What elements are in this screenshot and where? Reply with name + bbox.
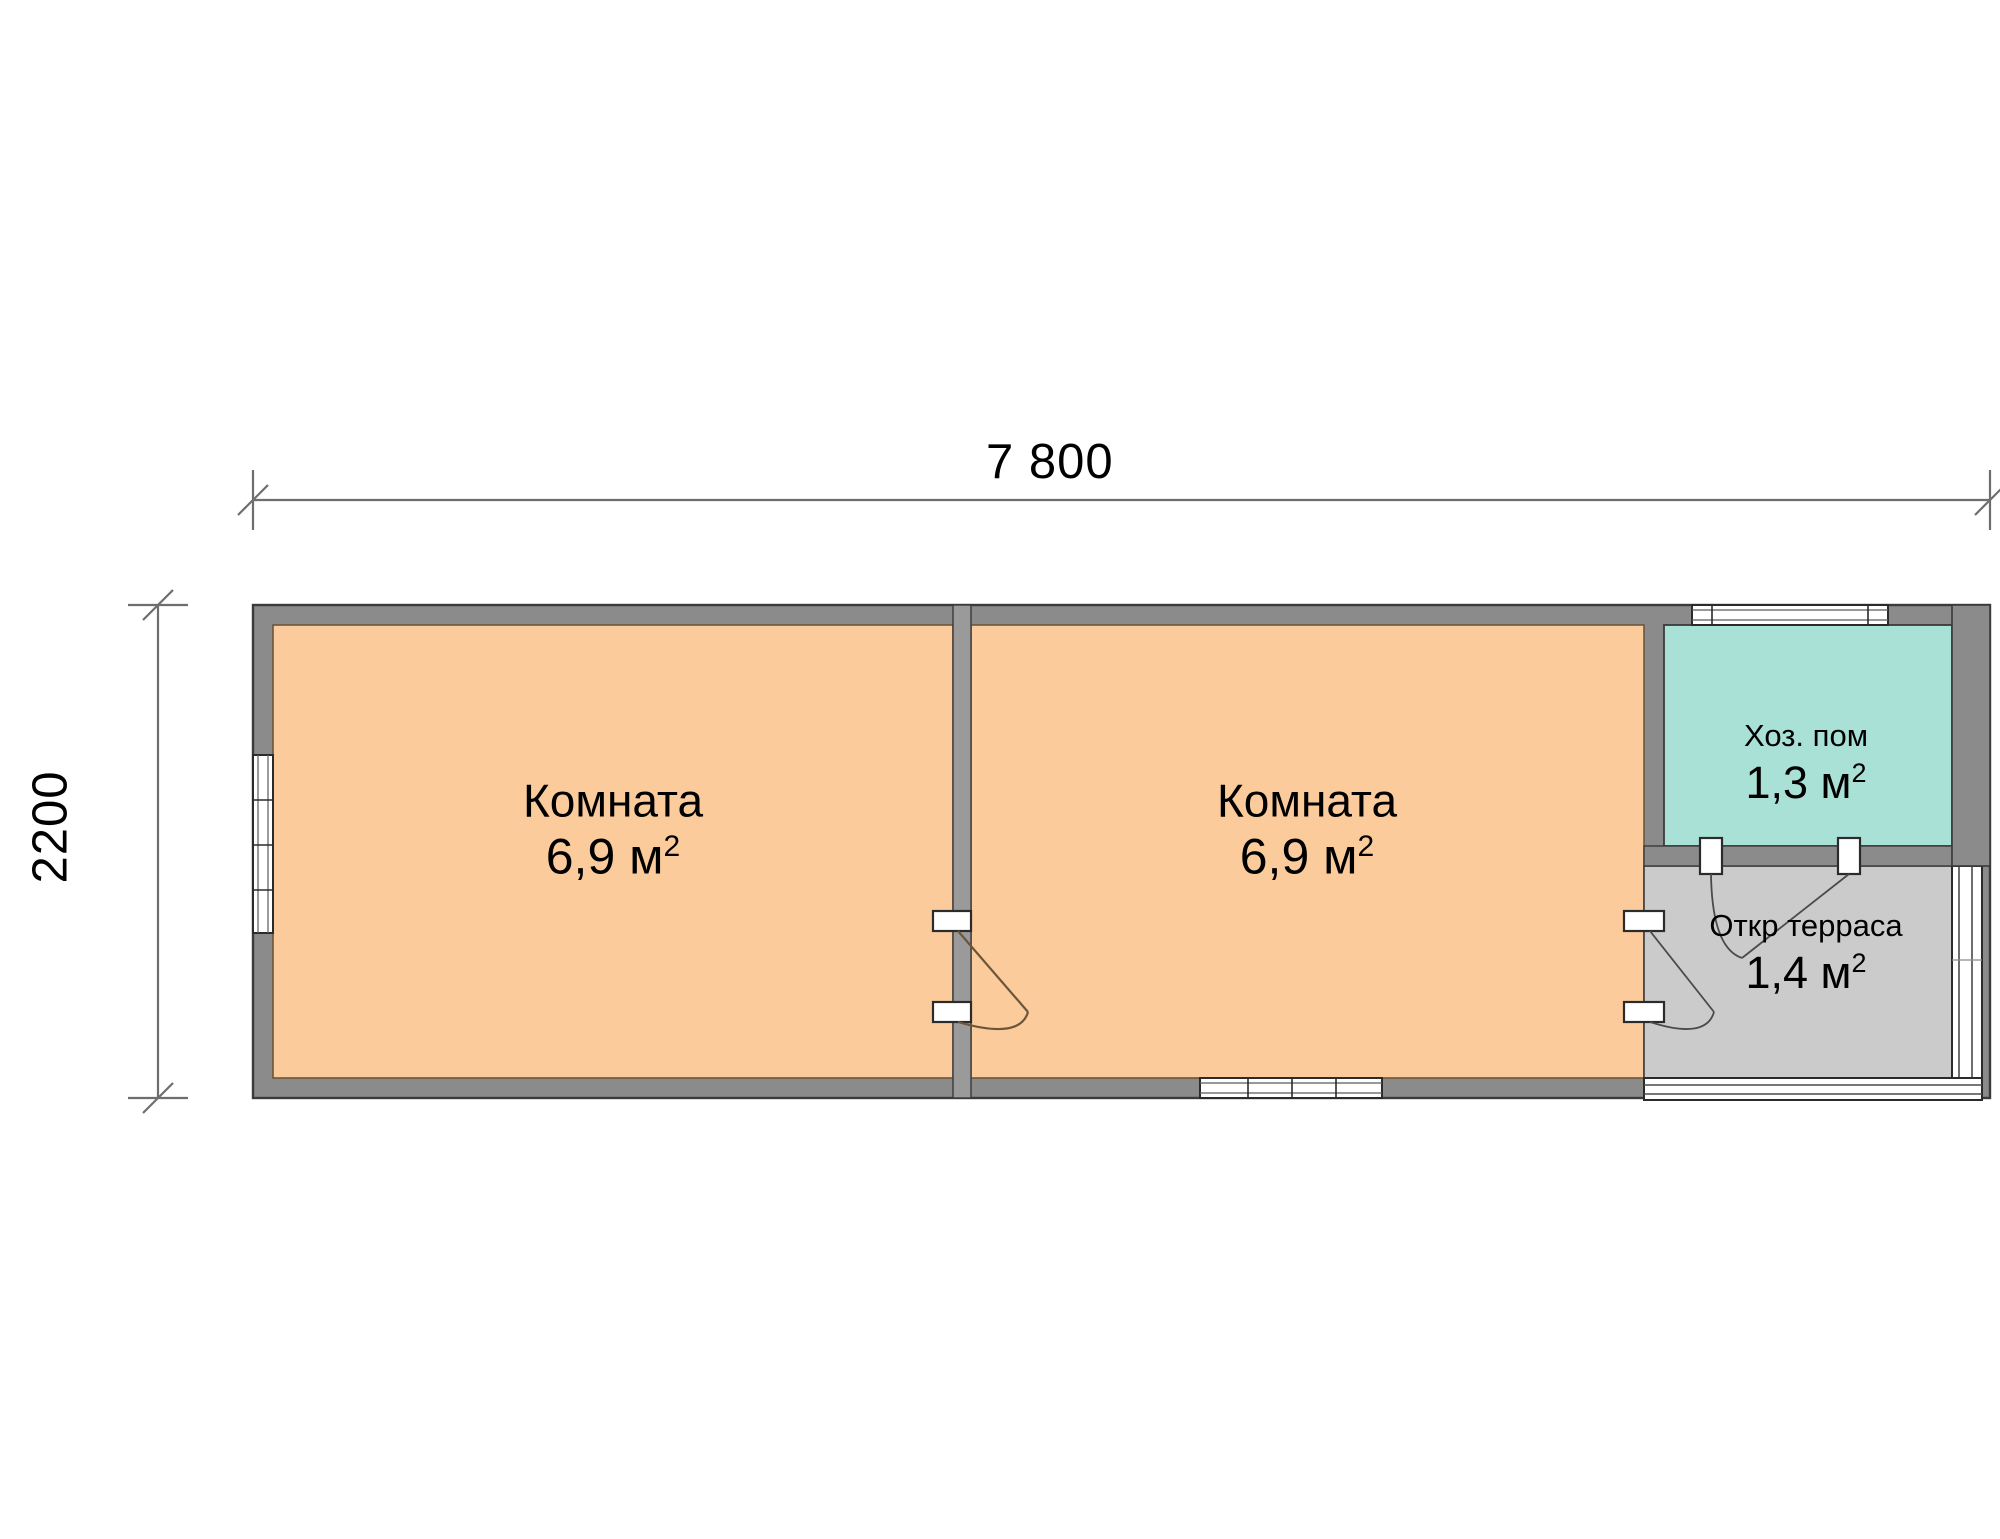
room-name: Комната	[1216, 774, 1398, 827]
dimension-left-label: 2200	[23, 770, 78, 884]
room-area-value: 1,4	[1745, 946, 1809, 998]
room-area: 6,9 м2	[1217, 831, 1397, 884]
terrace-railing-bottom	[1643, 1077, 1983, 1101]
utility-right-wall	[1951, 604, 1991, 867]
room-area: 1,3 м2	[1744, 759, 1868, 806]
window-bottom-wall	[1199, 1077, 1383, 1099]
room-area-unit: м	[1820, 756, 1852, 808]
room-label-terrace: Откр терраса 1,4 м2	[1709, 910, 1902, 996]
room-area-unit: м	[1323, 828, 1358, 885]
room-label-room-left: Комната 6,9 м2	[522, 774, 704, 884]
room-area-exponent: 2	[1357, 830, 1375, 864]
room-area-exponent: 2	[663, 830, 681, 864]
room-name: Комната	[522, 774, 704, 827]
dimension-top-label: 7 800	[986, 435, 1114, 489]
door-between-rooms	[931, 909, 1030, 1031]
room-area-value: 6,9	[545, 828, 616, 885]
room-area: 1,4 м2	[1709, 949, 1902, 996]
utility-fill	[1663, 624, 1953, 847]
room-area-unit: м	[629, 828, 664, 885]
room-area-value: 1,3	[1745, 756, 1809, 808]
door-utility-to-terrace	[1698, 836, 1862, 959]
dimension-left	[128, 589, 188, 1114]
room-right-fill	[970, 624, 1645, 1079]
room-label-room-right: Комната 6,9 м2	[1216, 774, 1398, 884]
room-area-exponent: 2	[1851, 947, 1867, 978]
room-label-utility: Хоз. пом 1,3 м2	[1744, 720, 1868, 806]
window-left-wall	[252, 754, 274, 934]
door-room-to-terrace	[1622, 909, 1715, 1030]
terrace-railing-right	[1951, 865, 1983, 1079]
room-name: Хоз. пом	[1744, 718, 1868, 754]
room-area-unit: м	[1820, 946, 1852, 998]
room-name: Откр терраса	[1709, 908, 1903, 944]
room-area-value: 6,9	[1239, 828, 1310, 885]
dimension-top	[237, 470, 2000, 530]
partition-wall-rooms	[952, 604, 972, 1099]
window-utility-top	[1691, 604, 1889, 626]
room-left-fill	[272, 624, 954, 1079]
room-area-exponent: 2	[1851, 757, 1867, 788]
partition-wall-utility-terrace	[1643, 845, 1953, 867]
room-fills	[272, 624, 1953, 1079]
room-area: 6,9 м2	[523, 831, 703, 884]
